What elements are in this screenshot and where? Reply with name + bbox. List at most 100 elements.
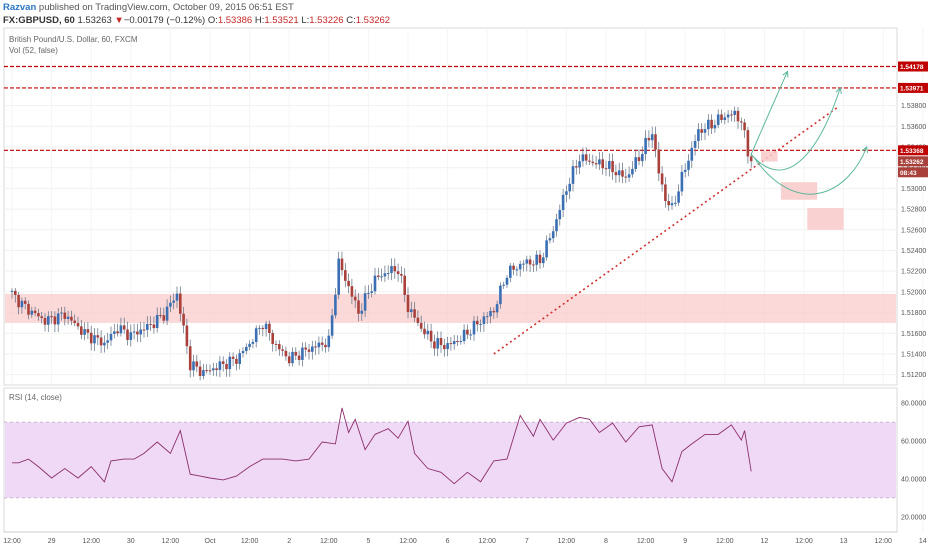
candle-body <box>251 341 255 344</box>
candle-body <box>195 361 199 367</box>
time-tick-label: 2 <box>287 538 291 545</box>
last-price: 1.53263 <box>77 15 112 26</box>
candle-body <box>466 329 469 335</box>
time-tick-label: 12:00 <box>399 538 417 545</box>
candle-body <box>198 366 202 376</box>
rising-trendline <box>493 107 838 355</box>
candle-body <box>40 316 43 318</box>
rsi-band <box>4 421 897 499</box>
target-box <box>780 182 818 200</box>
support-zone <box>5 293 896 323</box>
price-axis[interactable]: 1.538001.536001.534001.532001.530001.528… <box>901 103 926 379</box>
candle-body <box>208 370 212 372</box>
projection-arrowhead <box>782 70 789 78</box>
price-tick-label: 1.51800 <box>901 310 926 317</box>
candle-body <box>459 341 463 343</box>
low-value: 1.53226 <box>309 15 344 26</box>
candle-body <box>515 269 519 271</box>
rsi-series-line <box>12 407 752 485</box>
chart-header: Razvan published on TradingView.com, Oct… <box>0 0 932 28</box>
resistance-price-label-bg <box>898 145 928 156</box>
candle-body <box>129 332 133 340</box>
author-name[interactable]: Razvan <box>3 2 37 13</box>
candle-body <box>83 329 86 335</box>
candle-body <box>436 338 439 349</box>
symbol-label[interactable]: FX:GBPUSD, 60 <box>3 15 75 26</box>
candle-body <box>413 309 416 318</box>
candle-body <box>400 274 403 276</box>
projection-arrowhead <box>861 146 869 154</box>
candle-body <box>697 129 700 142</box>
candle-body <box>228 356 232 370</box>
candle-body <box>561 194 565 211</box>
time-tick-label: 13 <box>840 538 848 545</box>
bar-timer-label: 08:43 <box>900 170 917 177</box>
projection-curve <box>754 146 868 195</box>
candle-body <box>720 114 723 121</box>
candle-body <box>608 161 611 169</box>
candle-body <box>614 172 618 176</box>
published-text: published on TradingView.com, October 09… <box>38 2 294 13</box>
volume-indicator-label: Vol (52, false) <box>9 46 58 55</box>
candle-body <box>56 313 60 325</box>
candle-body <box>479 324 482 326</box>
time-tick-label: 29 <box>48 538 56 545</box>
resistance-price-label-bg <box>898 61 928 72</box>
price-tick-label: 1.52200 <box>901 269 926 276</box>
candle-body <box>571 166 575 184</box>
candle-body <box>311 346 314 352</box>
candle-body <box>126 329 129 340</box>
candle-body <box>733 110 736 115</box>
projection-curves <box>750 70 869 195</box>
time-tick-label: 9 <box>683 538 687 545</box>
candle-body <box>707 119 710 130</box>
candle-body <box>317 342 321 348</box>
candle-body <box>17 295 20 308</box>
high-label: H: <box>254 15 265 26</box>
candle-body <box>631 168 634 175</box>
candle-body <box>139 329 142 335</box>
candle-body <box>103 342 106 346</box>
candle-body <box>162 315 166 321</box>
candle-body <box>43 317 47 325</box>
candle-body <box>621 170 624 177</box>
candle-body <box>370 291 373 293</box>
candle-body <box>47 316 50 325</box>
time-tick-label: Oct <box>205 538 216 545</box>
candle-body <box>726 114 730 118</box>
candle-body <box>749 156 753 162</box>
candle-body <box>730 114 733 116</box>
trendline[interactable] <box>493 107 838 355</box>
target-box <box>761 151 778 162</box>
candle-body <box>291 351 294 364</box>
candle-body <box>693 141 697 148</box>
low-label: L: <box>301 15 310 26</box>
candle-body <box>287 356 291 364</box>
candle-body <box>433 341 436 349</box>
candle-body <box>565 191 568 195</box>
candle-body <box>340 258 344 271</box>
candle-body <box>654 134 657 150</box>
candle-body <box>66 316 70 319</box>
candle-body <box>53 316 57 325</box>
candle-body <box>542 257 545 264</box>
time-tick-label: 12:00 <box>558 538 576 545</box>
candle-body <box>568 183 571 192</box>
candle-body <box>337 258 340 295</box>
candle-body <box>386 273 390 275</box>
candle-body <box>637 157 641 162</box>
candle-body <box>687 160 690 170</box>
time-tick-label: 12:00 <box>3 538 21 545</box>
candle-body <box>324 344 327 348</box>
current-price-label-bg <box>898 156 928 167</box>
time-axis[interactable]: 12:00 29 12:00 30 12:00 Oct 12:00 2 12:00 5 12:00 6… <box>3 538 927 545</box>
candle-body <box>485 316 489 318</box>
candle-body <box>584 154 588 161</box>
resistance-price-label: 1.53368 <box>900 148 924 155</box>
candle-body <box>703 129 707 133</box>
candle-body <box>149 323 152 325</box>
candle-body <box>172 300 175 303</box>
price-tick-label: 1.51600 <box>901 331 926 338</box>
candle-body <box>350 286 354 297</box>
